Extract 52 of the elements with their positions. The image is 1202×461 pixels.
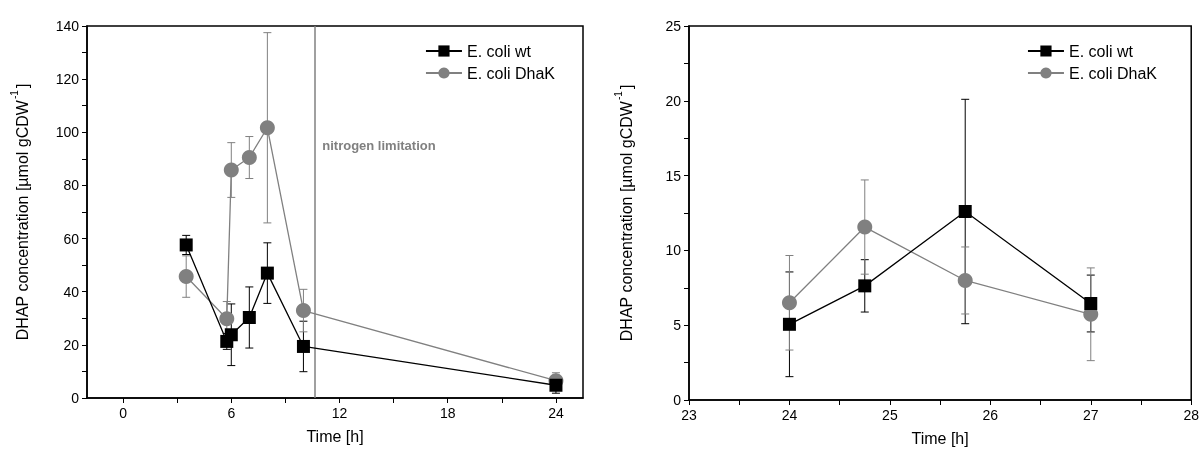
ref-line-label: nitrogen limitation xyxy=(322,137,436,153)
point xyxy=(242,310,256,324)
y-tick-label: 20 xyxy=(665,92,682,109)
point xyxy=(957,272,973,288)
x-tick-label: 27 xyxy=(1082,407,1099,423)
y-tick-label: 15 xyxy=(665,167,682,184)
point xyxy=(782,317,796,331)
x-axis-title: Time [h] xyxy=(306,427,364,445)
y-tick-label: 25 xyxy=(665,18,682,34)
y-tick-label: 10 xyxy=(665,242,682,259)
x-tick-label: 18 xyxy=(439,405,456,421)
x-tick-label: 23 xyxy=(681,407,697,423)
x-tick-label: 25 xyxy=(882,407,898,423)
y-tick-label: 60 xyxy=(63,230,80,247)
point xyxy=(1084,297,1098,311)
x-axis-title: Time [h] xyxy=(911,429,969,447)
y-axis-title: DHAP concentration [µmol gCDW-1] xyxy=(8,83,31,341)
y-tick-label: 5 xyxy=(673,317,682,334)
y-tick-label: 0 xyxy=(71,390,80,406)
point xyxy=(179,238,193,252)
y-tick-label: 0 xyxy=(673,392,682,408)
y-tick-label: 20 xyxy=(63,336,80,353)
point xyxy=(260,266,274,280)
x-tick-label: 24 xyxy=(548,405,564,421)
point xyxy=(219,311,235,327)
point xyxy=(259,120,275,136)
y-tick-label: 140 xyxy=(55,18,80,34)
y-axis-title: DHAP concentration [µmol gCDW-1] xyxy=(612,84,635,342)
x-tick-label: 0 xyxy=(119,405,128,421)
point xyxy=(781,295,797,311)
point xyxy=(857,219,873,235)
point xyxy=(224,328,238,342)
point xyxy=(296,339,310,353)
legend-label: E. coli wt xyxy=(1068,42,1134,60)
legend-label: E. coli wt xyxy=(466,42,532,60)
point xyxy=(241,150,257,166)
legend-label: E. coli DhaK xyxy=(1068,64,1158,82)
point xyxy=(295,303,311,319)
x-tick-label: 24 xyxy=(781,407,798,423)
x-tick-label: 28 xyxy=(1183,407,1200,423)
y-tick-label: 40 xyxy=(63,283,80,300)
point xyxy=(958,205,972,218)
x-tick-label: 12 xyxy=(331,405,348,421)
point xyxy=(178,269,194,285)
legend-label: E. coli DhaK xyxy=(466,64,556,82)
x-tick-label: 26 xyxy=(982,407,999,423)
y-tick-label: 120 xyxy=(55,71,80,88)
point xyxy=(858,279,872,293)
x-tick-label: 6 xyxy=(227,405,236,421)
y-tick-label: 100 xyxy=(55,124,80,141)
point xyxy=(223,162,239,178)
y-tick-label: 80 xyxy=(63,177,80,194)
